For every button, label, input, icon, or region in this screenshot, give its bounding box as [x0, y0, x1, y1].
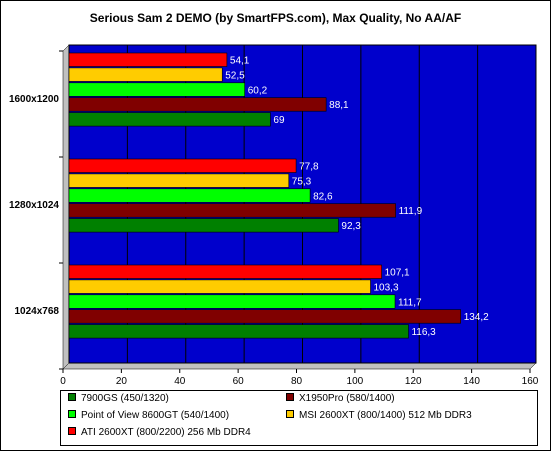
- data-label: 75,3: [292, 176, 312, 187]
- x-tick-label: 140: [463, 376, 480, 387]
- data-label: 103,3: [374, 282, 399, 293]
- legend-label: Point of View 8600GT (540/1400): [81, 410, 230, 421]
- legend-label: MSI 2600XT (800/1400) 512 Mb DDR3: [299, 410, 472, 421]
- legend-swatch: [68, 393, 76, 402]
- bar: [68, 112, 271, 127]
- legend: 7900GS (450/1320) X1950Pro (580/1400) Poin…: [60, 390, 538, 446]
- bar: [68, 203, 396, 218]
- bar: [68, 279, 371, 294]
- category-label: 1024x768: [15, 306, 60, 317]
- legend-swatch: [68, 410, 76, 419]
- legend-item: MSI 2600XT (800/1400) 512 Mb DDR3: [286, 408, 472, 424]
- bar: [68, 309, 461, 324]
- bar: [68, 218, 339, 233]
- legend-item: X1950Pro (580/1400): [286, 391, 395, 407]
- data-label: 54,1: [230, 56, 250, 67]
- bar: [68, 173, 290, 188]
- x-tick-label: 60: [233, 376, 245, 387]
- x-tick-label: 0: [60, 376, 66, 387]
- x-tick-label: 80: [291, 376, 303, 387]
- data-label: 60,2: [248, 85, 268, 96]
- bar: [68, 158, 297, 173]
- legend-swatch: [286, 393, 294, 402]
- data-label: 134,2: [464, 312, 489, 323]
- data-label: 69: [273, 115, 285, 126]
- data-label: 111,9: [399, 206, 423, 217]
- data-label: 88,1: [329, 100, 349, 111]
- depth-wall: [62, 44, 70, 370]
- data-label: 111,7: [398, 297, 422, 308]
- legend-label: X1950Pro (580/1400): [299, 393, 395, 404]
- data-label: 116,3: [411, 327, 436, 338]
- bar: [68, 188, 311, 203]
- x-tick-label: 120: [405, 376, 422, 387]
- data-label: 77,8: [299, 162, 319, 173]
- depth-floor: [62, 362, 537, 370]
- legend-swatch: [68, 427, 76, 436]
- bar: [68, 67, 223, 82]
- data-label: 107,1: [385, 268, 410, 279]
- legend-swatch: [286, 410, 294, 419]
- bar: [68, 52, 228, 67]
- bar: [68, 294, 396, 309]
- legend-item: Point of View 8600GT (540/1400): [68, 408, 229, 424]
- category-label: 1280x1024: [9, 200, 59, 211]
- legend-label: 7900GS (450/1320): [81, 393, 169, 404]
- bar: [68, 97, 327, 112]
- data-label: 52,5: [225, 70, 245, 81]
- bar: [68, 82, 246, 97]
- bar: [68, 324, 409, 339]
- x-tick-label: 40: [174, 376, 186, 387]
- x-tick-label: 20: [116, 376, 128, 387]
- legend-label: ATI 2600XT (800/2200) 256 Mb DDR4: [81, 427, 251, 438]
- x-tick-label: 160: [522, 376, 539, 387]
- category-label: 1600x1200: [9, 94, 59, 105]
- x-tick-label: 100: [347, 376, 364, 387]
- data-label: 82,6: [313, 191, 333, 202]
- data-label: 92,3: [341, 221, 361, 232]
- legend-item: ATI 2600XT (800/2200) 256 Mb DDR4: [68, 425, 251, 441]
- bar: [68, 264, 382, 279]
- chart-title: Serious Sam 2 DEMO (by SmartFPS.com), Ma…: [89, 11, 462, 25]
- legend-item: 7900GS (450/1320): [68, 391, 169, 407]
